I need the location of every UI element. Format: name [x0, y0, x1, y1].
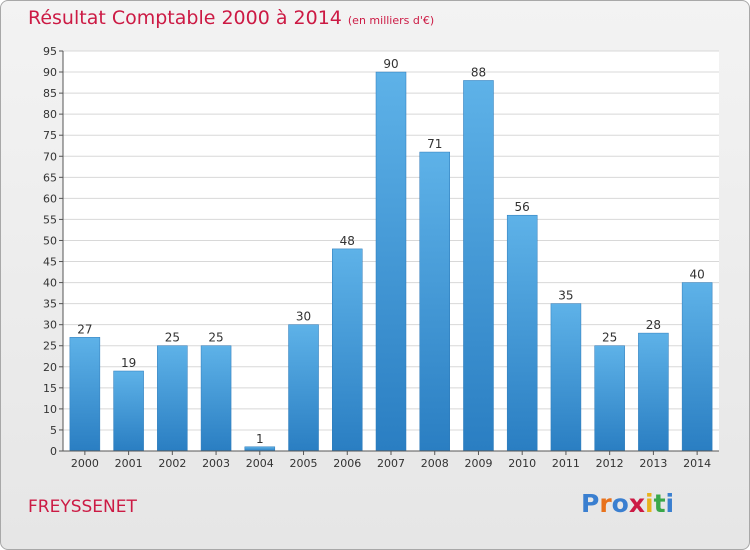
y-tick-label: 15 [43, 382, 57, 395]
bar-value-label: 90 [383, 57, 398, 71]
x-tick-label: 2010 [508, 457, 536, 470]
x-tick-label: 2006 [333, 457, 361, 470]
bar-value-label: 40 [689, 268, 704, 282]
bar [681, 282, 713, 452]
y-tick-label: 70 [43, 150, 57, 163]
bar [200, 345, 232, 452]
x-tick-label: 2009 [464, 457, 492, 470]
bar [288, 324, 319, 452]
x-tick-label: 2012 [596, 457, 624, 470]
chart-title: Résultat Comptable 2000 à 2014 [28, 7, 342, 29]
y-tick-label: 55 [43, 213, 57, 226]
y-tick-label: 75 [43, 129, 57, 142]
y-tick-label: 80 [43, 108, 57, 121]
bar-value-label: 35 [558, 289, 573, 303]
bar-value-label: 56 [515, 200, 530, 214]
x-tick-label: 2007 [377, 457, 405, 470]
brand-letter: t [653, 489, 666, 518]
bar [638, 332, 669, 452]
commune-name: FREYSSENET [28, 497, 137, 517]
bar-value-label: 25 [208, 331, 223, 345]
bar-layer: 27 19 25 25 1 30 48 90 71 88 56 35 25 28 40 [69, 57, 713, 452]
bar [506, 214, 538, 452]
y-tick-label: 35 [43, 298, 57, 311]
bar [332, 248, 363, 452]
bar-value-label: 88 [471, 65, 486, 79]
brand-logo: Proxiti [581, 489, 674, 518]
x-tick-label: 2008 [421, 457, 449, 470]
brand-letter: r [599, 489, 612, 518]
y-tick-label: 0 [50, 445, 57, 458]
x-tick-label: 2003 [202, 457, 230, 470]
bar-value-label: 48 [340, 234, 355, 248]
brand-letter: P [581, 489, 600, 518]
y-tick-label: 25 [43, 340, 57, 353]
brand-letter: i [665, 489, 675, 518]
bar-value-label: 1 [256, 432, 264, 446]
y-tick-label: 60 [43, 192, 57, 205]
bar [375, 71, 407, 452]
chart-unit: (en milliers d'€) [347, 14, 435, 27]
brand-letter: x [628, 489, 645, 518]
y-tick-label: 5 [50, 424, 57, 437]
bar-value-label: 19 [121, 356, 136, 370]
bar-value-label: 27 [77, 322, 92, 336]
y-tick-label: 40 [43, 277, 57, 290]
bar [463, 80, 494, 452]
bar [594, 345, 625, 452]
y-tick-label: 95 [43, 45, 57, 58]
bar [550, 303, 582, 452]
bar [113, 370, 144, 452]
y-tick-label: 65 [43, 171, 57, 184]
bar [419, 151, 450, 452]
x-tick-label: 2005 [290, 457, 318, 470]
bar [157, 345, 188, 452]
bar-value-label: 71 [427, 137, 442, 151]
y-tick-label: 90 [43, 66, 57, 79]
brand-letter: o [611, 489, 629, 518]
y-tick-label: 45 [43, 256, 57, 269]
x-tick-label: 2014 [683, 457, 711, 470]
bar [244, 446, 276, 452]
x-tick-label: 2004 [246, 457, 274, 470]
y-tick-label: 10 [43, 403, 57, 416]
x-tick-label: 2013 [639, 457, 667, 470]
x-tick-label: 2002 [158, 457, 186, 470]
brand-letter: i [645, 489, 654, 518]
y-tick-label: 50 [43, 234, 57, 247]
bar-value-label: 30 [296, 310, 311, 324]
bar-value-label: 28 [646, 318, 661, 332]
x-tick-label: 2011 [552, 457, 580, 470]
axis-layer: 0 5 10 15 20 25 30 35 40 45 50 55 60 65 70 75 80 85 90 95 20… [43, 45, 719, 470]
x-tick-label: 2000 [71, 457, 99, 470]
y-tick-label: 20 [43, 361, 57, 374]
bar-value-label: 25 [602, 331, 617, 345]
x-tick-label: 2001 [115, 457, 143, 470]
title-row: Résultat Comptable 2000 à 2014 (en millie… [28, 7, 434, 29]
bar-value-label: 25 [165, 331, 180, 345]
y-tick-label: 85 [43, 87, 57, 100]
bar [69, 337, 101, 452]
y-tick-label: 30 [43, 319, 57, 332]
